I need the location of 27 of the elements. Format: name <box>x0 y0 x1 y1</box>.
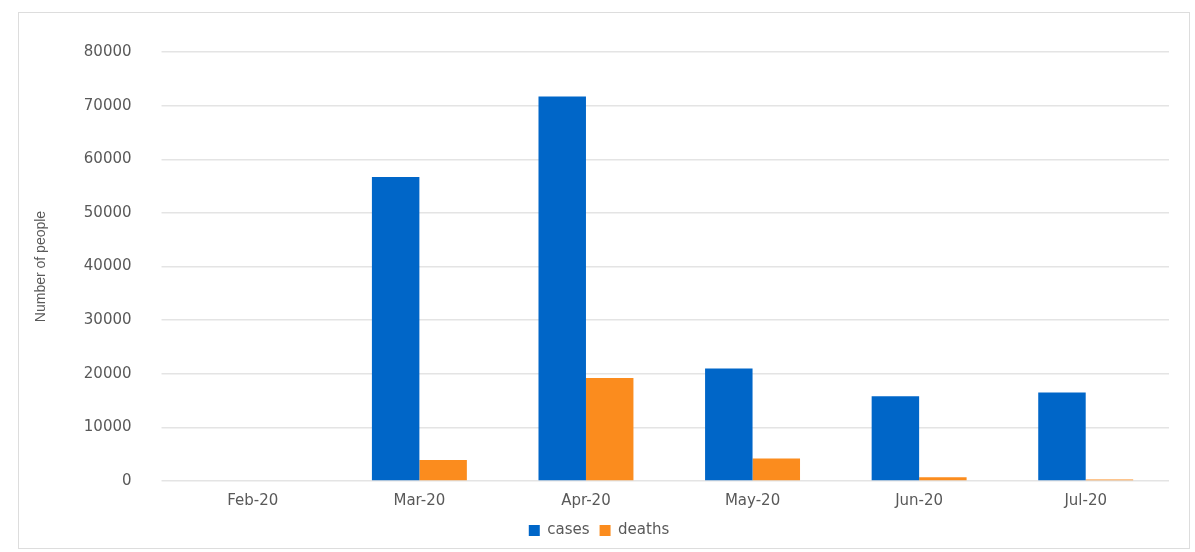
y-tick-label: 60000 <box>83 149 132 168</box>
y-axis-title: Number of people <box>32 210 49 323</box>
y-tick-label: 30000 <box>83 310 132 329</box>
bar <box>371 176 420 481</box>
bar <box>705 368 753 481</box>
y-tick-label: 40000 <box>83 256 132 275</box>
x-tick-label: Jul-20 <box>1063 490 1108 509</box>
bar <box>538 96 586 481</box>
y-tick-label: 70000 <box>83 95 132 114</box>
x-tick-label: Feb-20 <box>227 490 279 509</box>
bar <box>871 396 920 481</box>
legend-label: deaths <box>618 520 670 539</box>
x-tick-label: Jun-20 <box>894 490 944 509</box>
y-tick-label: 0 <box>121 470 132 489</box>
bar <box>419 460 467 481</box>
y-tick-label: 80000 <box>83 41 132 60</box>
y-tick-label: 20000 <box>83 363 132 382</box>
y-tick-label: 50000 <box>83 202 132 221</box>
legend-label: cases <box>547 520 590 539</box>
bar <box>919 477 967 481</box>
y-tick-label: 10000 <box>83 417 132 436</box>
x-tick-label: May-20 <box>724 490 781 509</box>
bar <box>752 458 801 481</box>
x-tick-label: Apr-20 <box>561 490 611 509</box>
bar <box>585 378 634 481</box>
x-tick-label: Mar-20 <box>393 490 446 509</box>
bar <box>1038 392 1086 481</box>
